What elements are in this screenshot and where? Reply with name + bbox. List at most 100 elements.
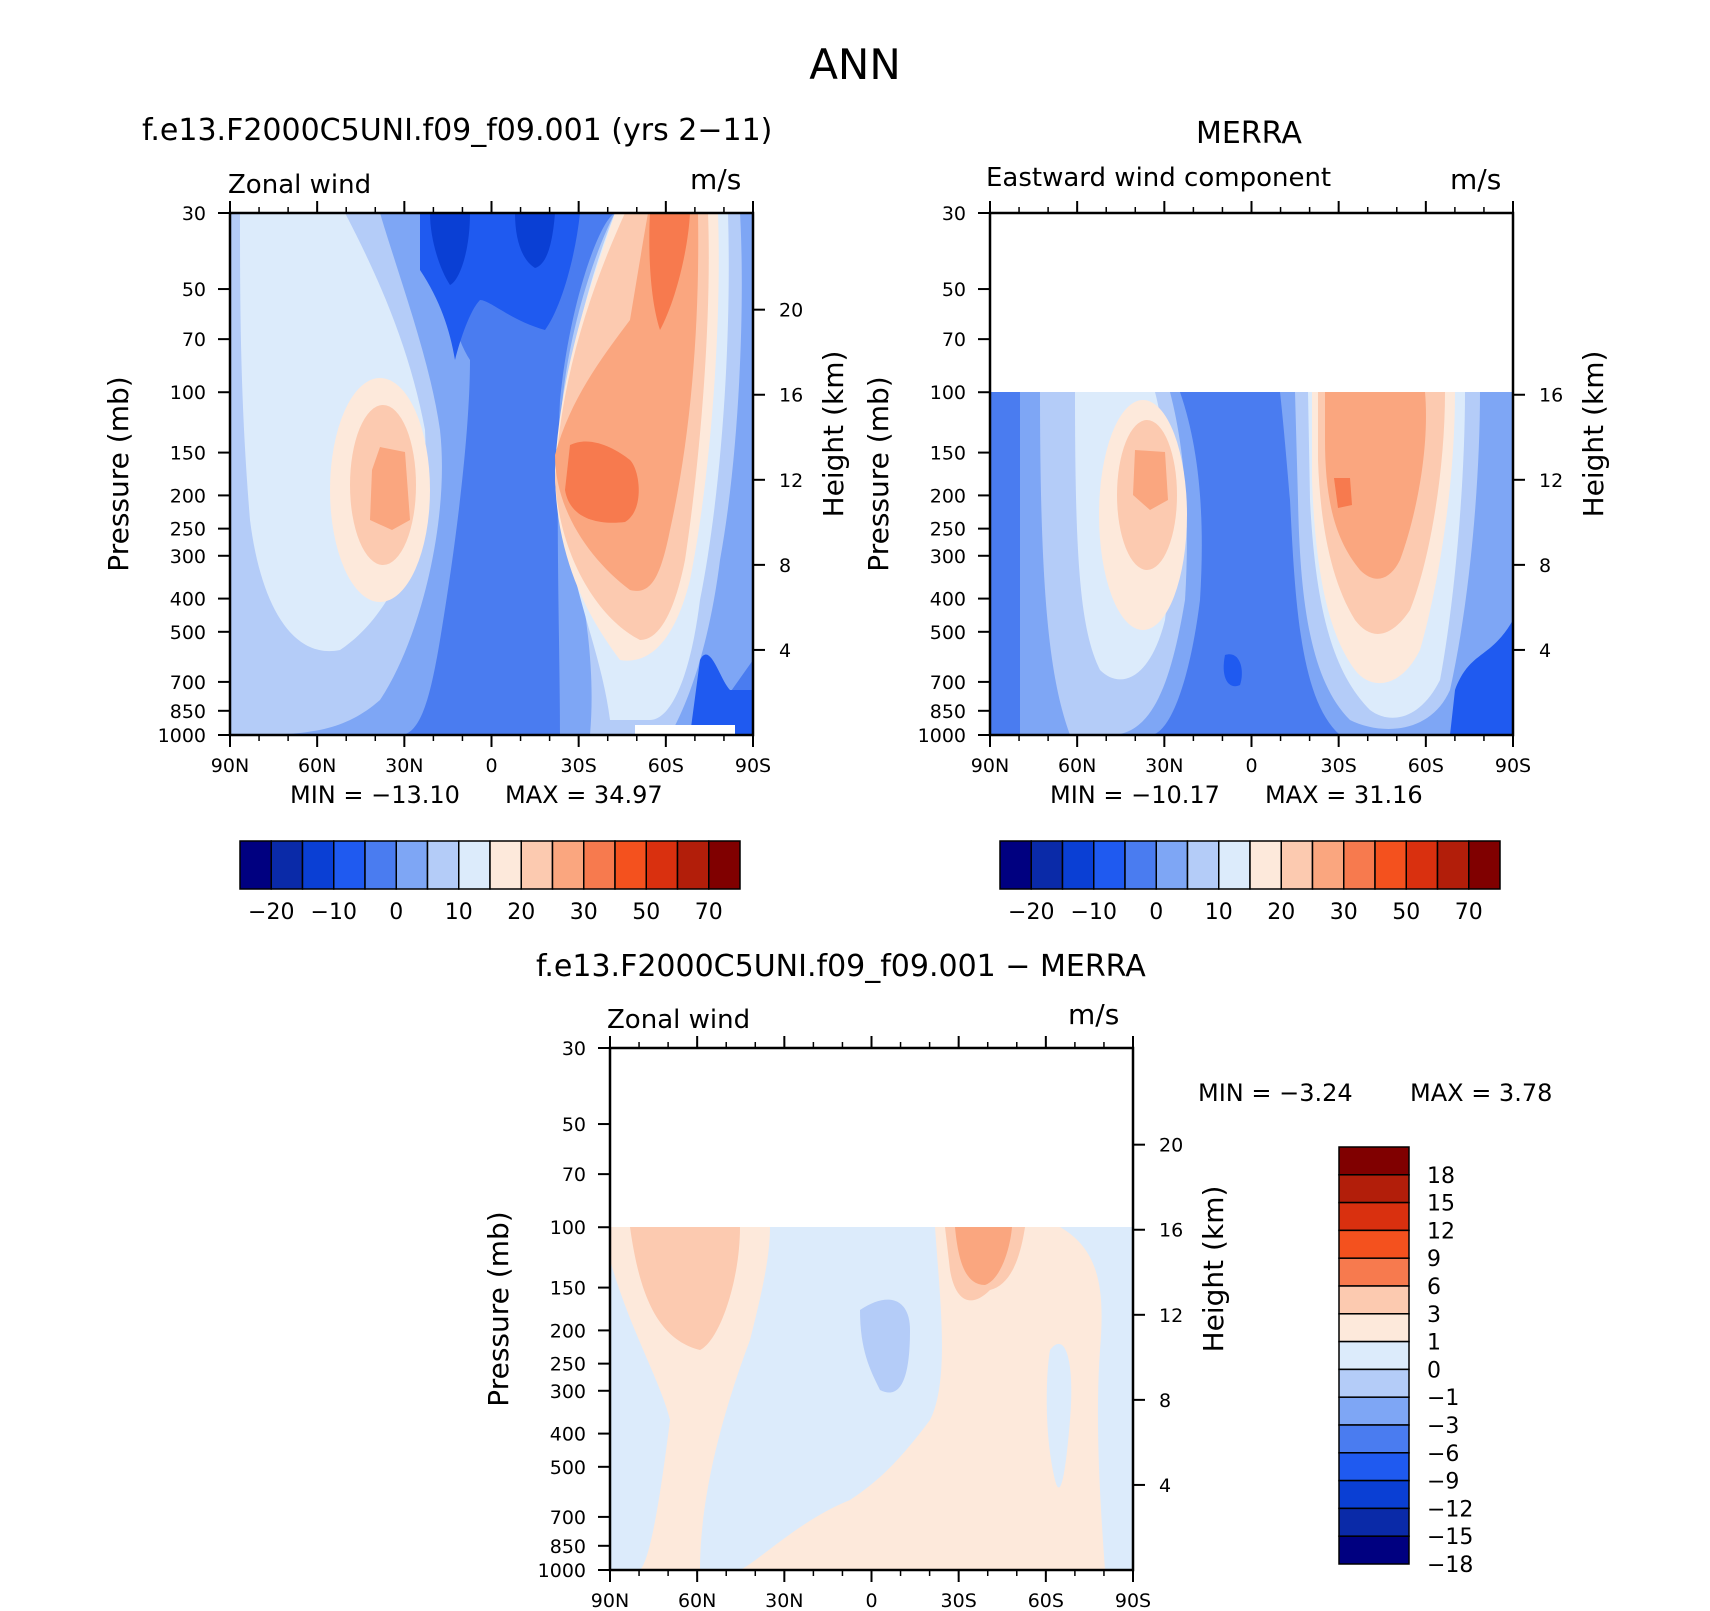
panel1-colorbar-swatch bbox=[614, 840, 647, 890]
panel1-colorbar-swatch bbox=[708, 840, 741, 890]
panel3-y-tick-label: 30 bbox=[562, 1038, 586, 1060]
panel3-colorbar-label: 18 bbox=[1427, 1164, 1455, 1189]
panel3-x-tick-label: 0 bbox=[865, 1590, 877, 1611]
panel3-x-tick-label: 90N bbox=[591, 1590, 629, 1611]
panel1-colorbar-label: −10 bbox=[311, 900, 357, 925]
panel1-height-label: Height (km) bbox=[817, 351, 850, 518]
panel3-colorbar-label: 6 bbox=[1427, 1275, 1441, 1300]
panel-model-units: m/s bbox=[690, 163, 742, 196]
panel3-y-tick-label: 100 bbox=[550, 1217, 586, 1239]
panel3-colorbar-label: 12 bbox=[1427, 1219, 1455, 1244]
panel1-colorbar-swatch bbox=[520, 840, 554, 890]
panel3-y-label: Pressure (mb) bbox=[482, 1211, 515, 1406]
panel3-colorbar-label: 15 bbox=[1427, 1192, 1455, 1217]
panel1-y-tick-label: 500 bbox=[170, 622, 206, 644]
panel1-colorbar-label: 70 bbox=[695, 900, 723, 925]
panel1-y-tick-label: 250 bbox=[170, 519, 206, 541]
figure-title: ANN bbox=[809, 40, 901, 89]
panel3-height-tick-label: 8 bbox=[1159, 1390, 1171, 1412]
panel2-y-tick-label: 100 bbox=[930, 382, 966, 404]
panel-merra-variable: Eastward wind component bbox=[986, 163, 1332, 193]
panel3-colorbar-swatch bbox=[1338, 1174, 1410, 1204]
panel3-x-tick-label: 60N bbox=[678, 1590, 716, 1611]
panel2-y-tick-label: 150 bbox=[930, 443, 966, 465]
panel3-colorbar-label: −18 bbox=[1427, 1553, 1473, 1578]
panel3-height-label: Height (km) bbox=[1197, 1186, 1230, 1353]
panel1-y-tick-label: 150 bbox=[170, 443, 206, 465]
panel2-colorbar-swatch bbox=[1093, 840, 1126, 890]
panel3-x-tick-label: 60S bbox=[1028, 1590, 1064, 1611]
panel3-colorbar-swatch bbox=[1338, 1257, 1410, 1287]
panel2-colorbar-swatch bbox=[1249, 840, 1282, 890]
panel3-colorbar-swatch bbox=[1338, 1479, 1410, 1510]
panel2-colorbar-swatch bbox=[1374, 840, 1407, 890]
panel3-colorbar-swatch bbox=[1338, 1535, 1410, 1565]
panel3-colorbar-swatch bbox=[1338, 1146, 1410, 1176]
panel3-y-tick-label: 200 bbox=[550, 1320, 586, 1342]
panel2-height-tick-label: 12 bbox=[1539, 470, 1563, 492]
panel2-colorbar-swatch bbox=[1343, 840, 1376, 890]
panel-merra-title: MERRA bbox=[1196, 116, 1302, 151]
panel1-y-tick-label: 30 bbox=[182, 203, 206, 225]
panel2-colorbar-swatch bbox=[1186, 840, 1220, 890]
panel2-x-tick-label: 90S bbox=[1495, 755, 1531, 777]
panel1-height-tick-label: 8 bbox=[779, 555, 791, 577]
panel1-y-tick-label: 200 bbox=[170, 485, 206, 507]
panel2-y-tick-label: 50 bbox=[942, 279, 966, 301]
panel3-height-tick-label: 20 bbox=[1159, 1135, 1183, 1157]
panel1-y-label: Pressure (mb) bbox=[102, 376, 135, 571]
panel1-colorbar-label: −20 bbox=[248, 900, 294, 925]
contour-field-diff bbox=[610, 1227, 1133, 1570]
panel1-x-tick-label: 90S bbox=[735, 755, 771, 777]
panel2-colorbar-swatch bbox=[1155, 840, 1189, 890]
panel1-colorbar-label: 30 bbox=[570, 900, 598, 925]
panel1-colorbar-swatch bbox=[458, 840, 491, 890]
panel2-colorbar-label: 50 bbox=[1392, 900, 1420, 925]
panel1-x-tick-label: 60N bbox=[298, 755, 336, 777]
panel2-colorbar-swatch bbox=[1061, 840, 1095, 890]
panel1-colorbar-label: 0 bbox=[389, 900, 403, 925]
panel2-y-tick-label: 200 bbox=[930, 485, 966, 507]
panel3-y-tick-label: 70 bbox=[562, 1164, 586, 1186]
panel2-colorbar-swatch bbox=[1468, 840, 1501, 890]
panel1-height-tick-label: 12 bbox=[779, 470, 803, 492]
panel2-colorbar-label: 30 bbox=[1330, 900, 1358, 925]
panel3-x-tick-label: 30S bbox=[941, 1590, 977, 1611]
panel3-y-tick-label: 250 bbox=[550, 1354, 586, 1376]
panel3-colorbar-swatch bbox=[1338, 1452, 1410, 1482]
panel-diff-max: MAX = 3.78 bbox=[1410, 1079, 1553, 1107]
panel-diff-title: f.e13.F2000C5UNI.f09_f09.001 − MERRA bbox=[536, 949, 1146, 984]
panel3-x-tick-label: 30N bbox=[765, 1590, 803, 1611]
panel3-colorbar-swatch bbox=[1338, 1313, 1410, 1343]
panel1-colorbar-swatch bbox=[239, 840, 272, 890]
panel-model-title: f.e13.F2000C5UNI.f09_f09.001 (yrs 2−11) bbox=[142, 113, 773, 148]
panel3-y-tick-label: 150 bbox=[550, 1278, 586, 1300]
panel3-colorbar-label: 3 bbox=[1427, 1303, 1441, 1328]
panel3-height-tick-label: 4 bbox=[1159, 1475, 1171, 1497]
contour-field-merra bbox=[990, 392, 1513, 735]
panel2-y-label: Pressure (mb) bbox=[862, 376, 895, 571]
panel2-colorbar-label: −20 bbox=[1008, 900, 1054, 925]
panel2-y-tick-label: 250 bbox=[930, 519, 966, 541]
panel1-x-tick-label: 60S bbox=[648, 755, 684, 777]
panel1-colorbar-swatch bbox=[489, 840, 522, 890]
panel2-y-tick-label: 1000 bbox=[918, 725, 966, 747]
panel3-y-tick-label: 500 bbox=[550, 1457, 586, 1479]
panel1-colorbar-swatch bbox=[301, 840, 335, 890]
panel2-y-tick-label: 500 bbox=[930, 622, 966, 644]
panel2-x-tick-label: 60S bbox=[1408, 755, 1444, 777]
panel1-y-tick-label: 50 bbox=[182, 279, 206, 301]
panel3-colorbar-swatch bbox=[1338, 1340, 1410, 1371]
panel2-colorbar-label: 70 bbox=[1455, 900, 1483, 925]
panel-diff-units: m/s bbox=[1068, 998, 1120, 1031]
panel2-colorbar-swatch bbox=[1311, 840, 1345, 890]
panel1-y-tick-label: 400 bbox=[170, 589, 206, 611]
panel-model-min: MIN = −13.10 bbox=[290, 781, 460, 809]
panel1-x-tick-label: 30N bbox=[385, 755, 423, 777]
panel1-colorbar-label: 50 bbox=[632, 900, 660, 925]
panel2-colorbar-label: 0 bbox=[1149, 900, 1163, 925]
panel1-x-tick-label: 90N bbox=[211, 755, 249, 777]
panel1-colorbar-swatch bbox=[364, 840, 397, 890]
panel1-colorbar-swatch bbox=[270, 840, 304, 890]
